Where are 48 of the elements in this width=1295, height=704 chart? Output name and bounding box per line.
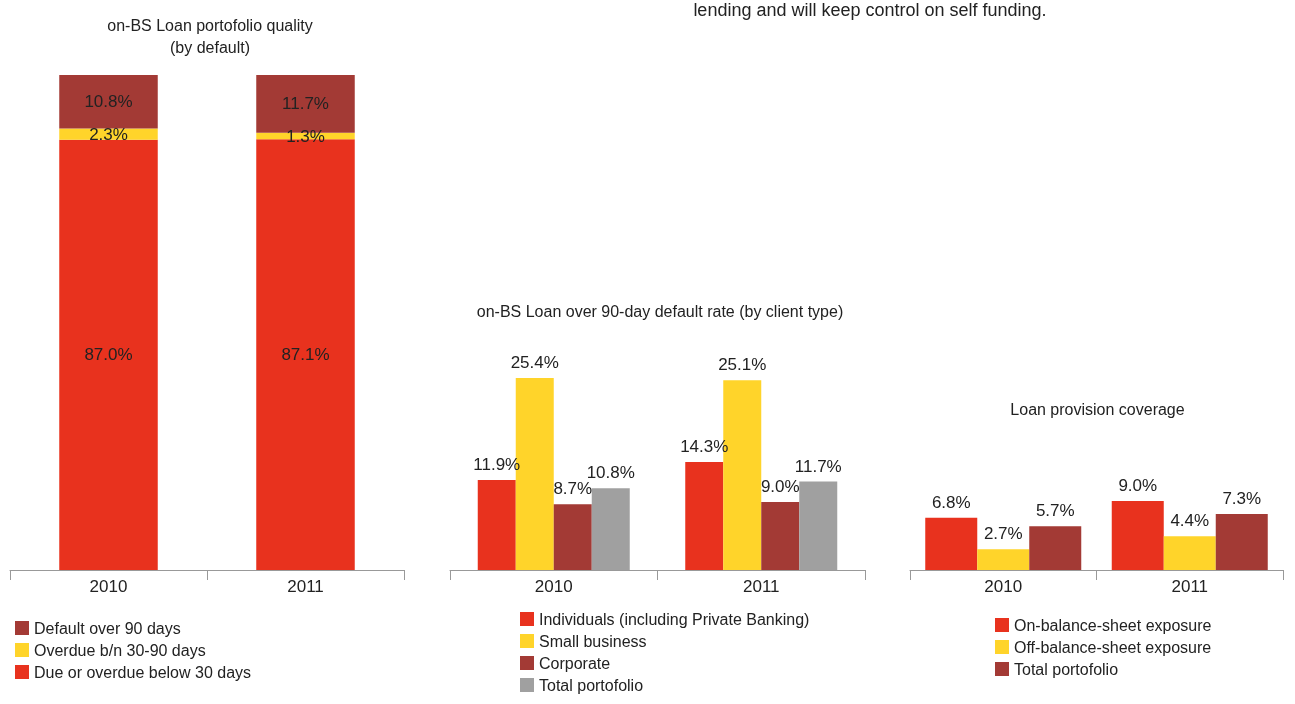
data-label: 6.8% [931, 492, 971, 512]
legend-label: Total portofolio [539, 676, 644, 694]
bar [1163, 536, 1216, 570]
legend-label: Due or overdue below 30 days [34, 663, 252, 681]
data-label: 9.0% [760, 476, 800, 496]
legend-label: Individuals (including Private Banking) [539, 610, 810, 628]
legend-label: Off-balance-sheet exposure [1014, 638, 1212, 656]
data-label: 9.0% [1118, 476, 1158, 495]
x-tick-label: 2011 [742, 577, 780, 596]
data-label: 87.1% [281, 345, 330, 365]
x-tick-label: 2011 [1171, 577, 1209, 596]
data-label: 10.8% [84, 92, 133, 112]
bar [925, 517, 978, 570]
data-label: 11.7% [282, 94, 329, 114]
x-tick-label: 2011 [287, 577, 324, 596]
chart-title: on-BS Loan portofolio quality [107, 16, 313, 34]
data-label: 25.4% [510, 353, 559, 372]
data-label: 2.7% [983, 524, 1023, 544]
chart-title: on-BS Loan over 90-day default rate (by client type) [476, 302, 844, 320]
bar [553, 504, 592, 570]
legend-label: Overdue b/n 30-90 days [34, 641, 206, 659]
bar [1029, 526, 1082, 570]
data-label: 7.3% [1222, 489, 1262, 509]
legend-label: Small business [539, 632, 647, 650]
x-tick-label: 2010 [984, 577, 1023, 596]
x-tick-label: 2010 [534, 577, 573, 596]
bar [1215, 514, 1268, 570]
text: lending and will keep control on self funding. [692, 0, 1048, 21]
bar [59, 75, 158, 129]
legend-label: On-balance-sheet exposure [1014, 616, 1212, 634]
bar [761, 501, 800, 570]
chart-subtitle: (by default) [169, 38, 251, 56]
data-label: 2.3% [89, 124, 128, 144]
legend-label: Corporate [539, 654, 611, 672]
data-label: 11.7% [794, 456, 842, 476]
data-label: 5.7% [1035, 501, 1075, 521]
bar [477, 480, 516, 570]
data-label: 87.0% [84, 345, 133, 365]
data-label: 25.1% [718, 355, 767, 375]
chart-title: Loan provision coverage [1010, 400, 1185, 418]
bar [685, 461, 724, 570]
bar [59, 139, 158, 570]
x-tick-label: 2010 [89, 577, 128, 596]
legend-label: Default over 90 days [34, 619, 181, 637]
data-label: 4.4% [1170, 511, 1210, 531]
bar [1111, 501, 1164, 570]
legend-label: Total portofolio [1014, 660, 1119, 678]
bar [977, 549, 1030, 570]
